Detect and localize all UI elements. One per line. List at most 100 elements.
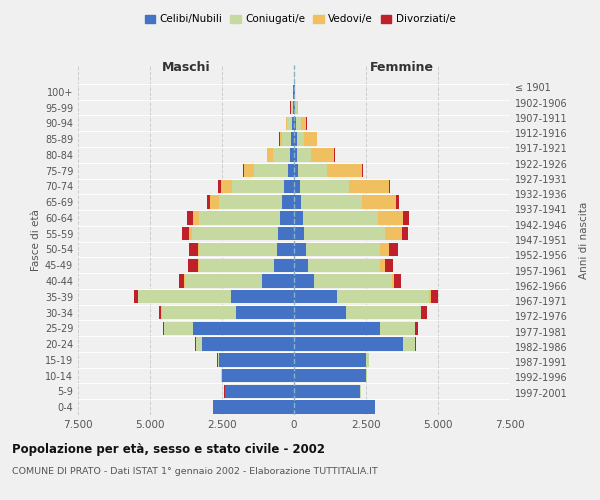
Bar — [392, 274, 394, 287]
Bar — [421, 306, 427, 319]
Bar — [164, 322, 193, 335]
Bar — [202, 338, 294, 351]
Bar — [291, 101, 293, 114]
Bar — [286, 116, 287, 130]
Bar — [294, 180, 300, 193]
Bar — [189, 227, 192, 240]
Bar — [214, 400, 294, 414]
Bar — [232, 180, 284, 193]
Bar — [346, 306, 421, 319]
Bar — [225, 384, 294, 398]
Bar — [402, 227, 408, 240]
Bar — [385, 227, 402, 240]
Bar — [294, 196, 301, 209]
Bar — [294, 132, 297, 146]
Bar — [273, 148, 290, 162]
Bar — [366, 353, 369, 366]
Bar — [298, 164, 327, 177]
Bar — [294, 227, 304, 240]
Bar — [193, 211, 199, 224]
Bar — [394, 274, 401, 287]
Bar — [380, 258, 385, 272]
Bar — [337, 290, 430, 304]
Bar — [362, 196, 396, 209]
Text: Popolazione per età, sesso e stato civile - 2002: Popolazione per età, sesso e stato civil… — [12, 442, 325, 456]
Bar — [403, 211, 409, 224]
Bar — [179, 274, 184, 287]
Bar — [284, 180, 294, 193]
Bar — [267, 148, 273, 162]
Bar — [403, 338, 415, 351]
Text: Femmine: Femmine — [370, 62, 434, 74]
Bar — [221, 180, 232, 193]
Bar — [288, 164, 294, 177]
Bar — [161, 306, 236, 319]
Bar — [389, 243, 398, 256]
Bar — [377, 211, 403, 224]
Bar — [222, 369, 294, 382]
Bar — [294, 306, 346, 319]
Bar — [297, 101, 298, 114]
Bar — [294, 322, 380, 335]
Bar — [218, 353, 219, 366]
Bar — [385, 258, 394, 272]
Bar — [294, 116, 296, 130]
Bar — [199, 243, 277, 256]
Bar — [291, 132, 294, 146]
Bar — [294, 369, 366, 382]
Bar — [219, 196, 283, 209]
Bar — [280, 132, 283, 146]
Bar — [236, 306, 294, 319]
Bar — [274, 258, 294, 272]
Bar — [185, 274, 262, 287]
Bar — [287, 116, 292, 130]
Bar — [196, 338, 202, 351]
Bar — [294, 290, 337, 304]
Bar — [243, 164, 244, 177]
Bar — [430, 290, 431, 304]
Bar — [294, 148, 297, 162]
Bar — [389, 180, 391, 193]
Bar — [189, 243, 197, 256]
Bar — [139, 290, 230, 304]
Bar — [280, 211, 294, 224]
Bar — [380, 322, 415, 335]
Bar — [187, 211, 193, 224]
Bar — [294, 243, 305, 256]
Bar — [193, 322, 294, 335]
Bar — [295, 101, 297, 114]
Bar — [294, 164, 298, 177]
Bar — [283, 196, 294, 209]
Bar — [302, 211, 377, 224]
Bar — [219, 353, 294, 366]
Bar — [294, 101, 295, 114]
Bar — [301, 116, 307, 130]
Bar — [314, 274, 392, 287]
Bar — [221, 369, 222, 382]
Bar — [163, 322, 164, 335]
Bar — [305, 243, 380, 256]
Bar — [366, 369, 367, 382]
Bar — [207, 196, 211, 209]
Bar — [278, 227, 294, 240]
Bar — [199, 211, 280, 224]
Bar — [211, 196, 219, 209]
Bar — [304, 227, 385, 240]
Bar — [277, 243, 294, 256]
Bar — [197, 243, 199, 256]
Bar — [294, 274, 314, 287]
Text: Maschi: Maschi — [161, 62, 211, 74]
Legend: Celibi/Nubili, Coniugati/e, Vedovi/e, Divorziati/e: Celibi/Nubili, Coniugati/e, Vedovi/e, Di… — [140, 10, 460, 29]
Bar — [134, 290, 139, 304]
Bar — [182, 227, 189, 240]
Bar — [188, 258, 198, 272]
Bar — [297, 148, 311, 162]
Bar — [290, 148, 294, 162]
Bar — [293, 101, 294, 114]
Bar — [158, 306, 161, 319]
Bar — [292, 116, 294, 130]
Bar — [294, 353, 366, 366]
Bar — [230, 290, 294, 304]
Y-axis label: Anni di nascita: Anni di nascita — [579, 202, 589, 278]
Bar — [396, 196, 399, 209]
